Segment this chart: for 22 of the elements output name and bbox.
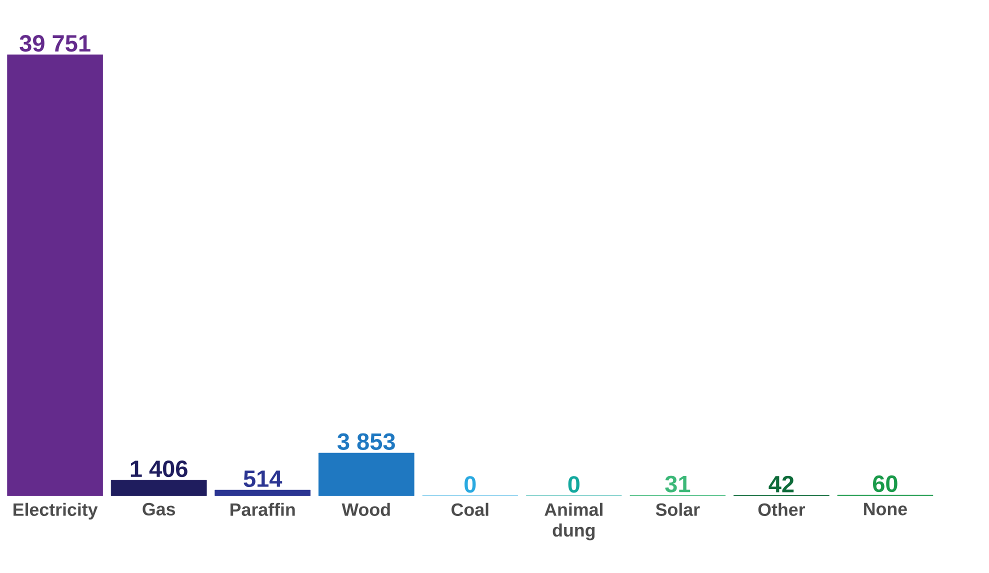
data-label: 1 406 xyxy=(130,460,188,478)
x-tick-label: Other xyxy=(758,502,806,516)
data-label: 39 751 xyxy=(20,34,90,52)
data-label: 0 xyxy=(464,476,476,493)
x-tick-label: Wood xyxy=(342,502,390,516)
data-label: 3 853 xyxy=(338,433,395,450)
data-label: 0 xyxy=(568,476,580,493)
data-label: 42 xyxy=(768,476,794,492)
x-tick-label: Solar xyxy=(656,502,700,516)
bar xyxy=(110,480,207,496)
bar xyxy=(318,452,414,496)
x-tick-label: Paraffin xyxy=(230,502,295,516)
bar xyxy=(7,54,104,496)
x-tick-label: Gas xyxy=(142,502,176,516)
x-tick-label: Coal xyxy=(452,502,488,516)
bar xyxy=(214,490,311,496)
x-tick-label: Animal dung xyxy=(544,502,602,540)
x-tick-label: Electricity xyxy=(14,502,98,520)
data-label: 31 xyxy=(665,476,690,492)
x-tick-label: None xyxy=(864,502,907,516)
data-label: 60 xyxy=(873,475,898,492)
data-label: 514 xyxy=(244,470,282,487)
